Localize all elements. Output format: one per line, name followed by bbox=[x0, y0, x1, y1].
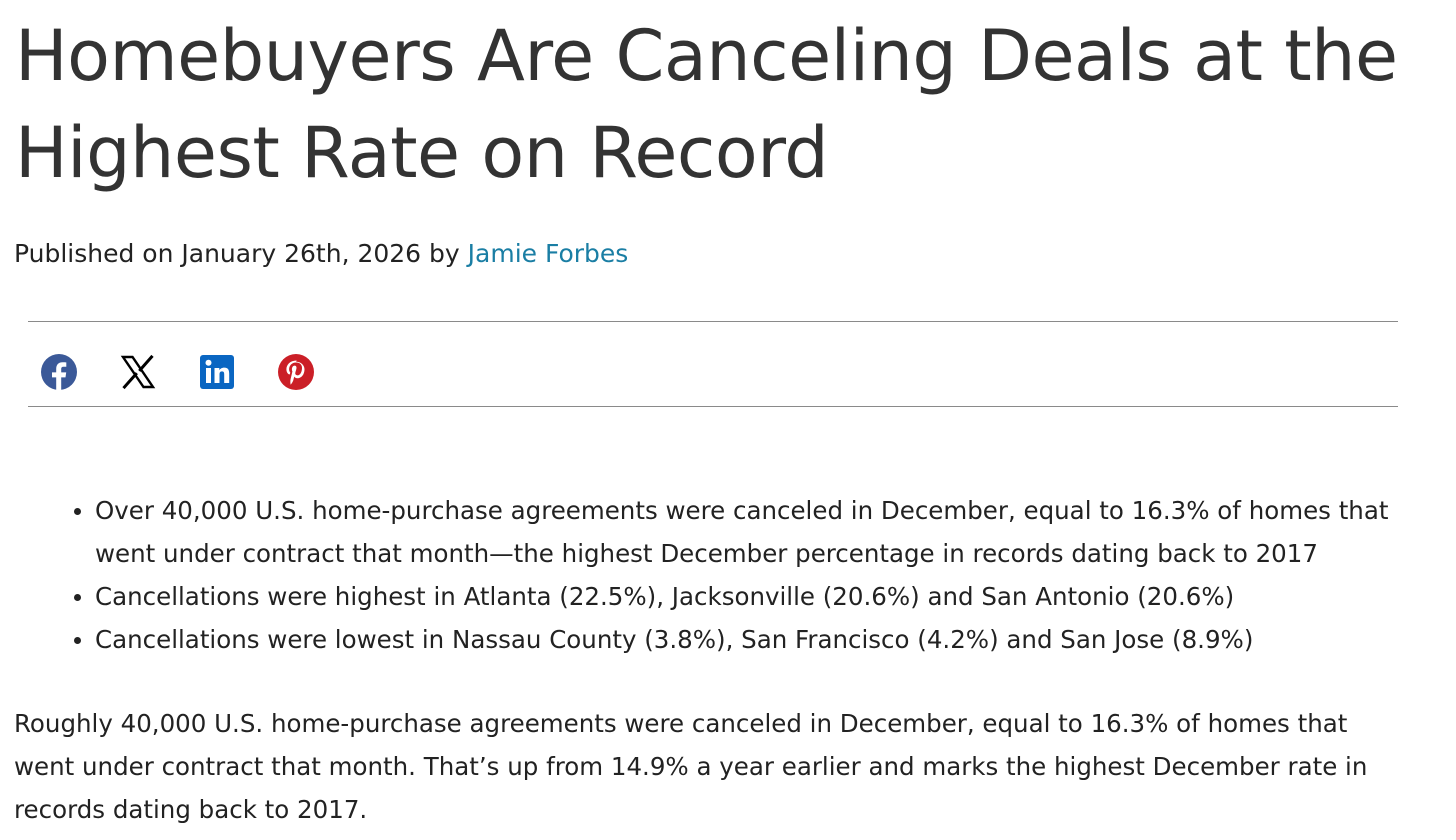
headline-line-2: Highest Rate on Record bbox=[15, 112, 829, 194]
article-headline: Homebuyers Are Canceling Deals at the Hi… bbox=[15, 8, 1435, 202]
author-link[interactable]: Jamie Forbes bbox=[467, 239, 629, 268]
list-item: Cancellations were highest in Atlanta (2… bbox=[0, 575, 1420, 618]
highlights-list: Over 40,000 U.S. home-purchase agreement… bbox=[0, 489, 1420, 661]
list-item: Over 40,000 U.S. home-purchase agreement… bbox=[0, 489, 1420, 575]
bullet-icon bbox=[74, 594, 81, 601]
share-x-button[interactable] bbox=[118, 352, 158, 392]
x-icon bbox=[120, 354, 156, 390]
list-item-text: Cancellations were lowest in Nassau Coun… bbox=[95, 625, 1254, 654]
share-linkedin-button[interactable] bbox=[197, 352, 237, 392]
bullet-icon bbox=[74, 508, 81, 515]
byline-published-date: Published on January 26th, 2026 by bbox=[14, 239, 468, 268]
share-bar bbox=[28, 321, 1398, 407]
list-item-text: Cancellations were highest in Atlanta (2… bbox=[95, 582, 1235, 611]
list-item: Cancellations were lowest in Nassau Coun… bbox=[0, 618, 1420, 661]
bullet-icon bbox=[74, 637, 81, 644]
headline-line-1: Homebuyers Are Canceling Deals at the bbox=[15, 15, 1398, 97]
share-facebook-button[interactable] bbox=[39, 352, 79, 392]
facebook-icon bbox=[41, 354, 77, 390]
share-pinterest-button[interactable] bbox=[276, 352, 316, 392]
pinterest-icon bbox=[278, 354, 314, 390]
linkedin-icon bbox=[200, 355, 234, 389]
list-item-text: Over 40,000 U.S. home-purchase agreement… bbox=[95, 496, 1389, 568]
body-paragraph: Roughly 40,000 U.S. home-purchase agreem… bbox=[14, 709, 1368, 824]
byline: Published on January 26th, 2026 by Jamie… bbox=[14, 234, 628, 274]
